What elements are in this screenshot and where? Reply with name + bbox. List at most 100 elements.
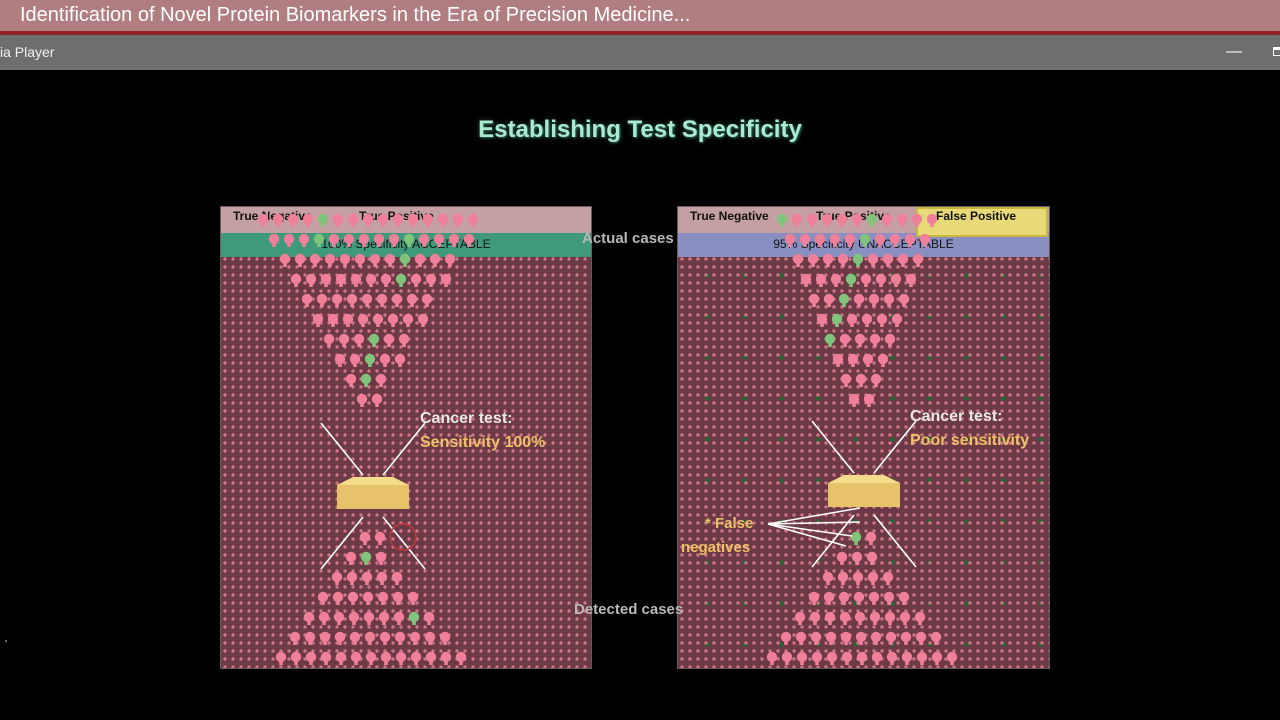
person-marker <box>869 333 881 347</box>
person-marker <box>824 611 836 625</box>
person-marker <box>345 551 357 565</box>
person-marker <box>832 353 844 367</box>
person-marker <box>356 393 368 407</box>
person-marker <box>823 591 835 605</box>
person-marker <box>808 293 820 307</box>
person-marker <box>860 273 872 287</box>
person-marker <box>837 253 849 267</box>
person-marker <box>324 253 336 267</box>
player-bar: ia Player — <box>0 35 1280 70</box>
person-marker <box>395 651 407 665</box>
person-marker <box>360 373 372 387</box>
left-test-title: Cancer test: <box>420 410 513 427</box>
right-panel: True Negative True Positive False Positi… <box>677 206 1050 669</box>
person-marker <box>881 213 893 227</box>
person-marker <box>289 631 301 645</box>
person-marker <box>891 313 903 327</box>
person-marker <box>425 273 437 287</box>
person-marker <box>332 591 344 605</box>
person-marker <box>338 333 350 347</box>
person-marker <box>868 293 880 307</box>
maximize-button[interactable] <box>1266 41 1280 63</box>
person-marker <box>911 213 923 227</box>
person-marker <box>946 651 958 665</box>
person-marker <box>363 611 375 625</box>
person-marker <box>885 631 897 645</box>
person-marker <box>287 213 299 227</box>
person-marker <box>839 611 851 625</box>
person-marker <box>407 591 419 605</box>
person-marker <box>407 213 419 227</box>
person-marker <box>439 631 451 645</box>
maximize-icon <box>1273 47 1280 57</box>
person-marker <box>855 631 867 645</box>
person-marker <box>305 651 317 665</box>
person-marker <box>866 213 878 227</box>
person-marker <box>272 213 284 227</box>
person-marker <box>452 213 464 227</box>
person-marker <box>301 293 313 307</box>
person-marker <box>257 213 269 227</box>
false-negatives-line-2: negatives <box>681 539 751 556</box>
titlebar-divider <box>0 31 1280 35</box>
minimize-button[interactable]: — <box>1222 41 1246 63</box>
person-marker <box>387 313 399 327</box>
person-marker <box>809 611 821 625</box>
person-marker <box>354 253 366 267</box>
person-marker <box>304 631 316 645</box>
person-marker <box>417 313 429 327</box>
person-marker <box>365 651 377 665</box>
person-marker <box>854 333 866 347</box>
person-marker <box>829 233 841 247</box>
person-marker <box>898 293 910 307</box>
person-marker <box>851 551 863 565</box>
person-marker <box>884 333 896 347</box>
person-marker <box>279 253 291 267</box>
person-marker <box>394 353 406 367</box>
person-marker <box>335 651 347 665</box>
person-marker <box>414 253 426 267</box>
person-marker <box>343 233 355 247</box>
person-marker <box>900 631 912 645</box>
person-marker <box>866 551 878 565</box>
person-marker <box>376 293 388 307</box>
false-negatives-pointers <box>767 507 861 547</box>
person-marker <box>863 393 875 407</box>
person-marker <box>391 293 403 307</box>
person-marker <box>823 293 835 307</box>
person-marker <box>807 253 819 267</box>
person-marker <box>444 253 456 267</box>
detected-cases-label: Detected cases <box>574 601 684 618</box>
person-marker <box>424 631 436 645</box>
funnel-line <box>382 422 426 476</box>
person-marker <box>780 631 792 645</box>
person-marker <box>814 233 826 247</box>
person-marker <box>339 253 351 267</box>
person-marker <box>852 253 864 267</box>
person-marker <box>808 591 820 605</box>
person-marker <box>926 213 938 227</box>
person-marker <box>348 611 360 625</box>
person-marker <box>317 591 329 605</box>
person-marker <box>317 213 329 227</box>
person-marker <box>838 293 850 307</box>
person-marker <box>378 611 390 625</box>
person-marker <box>766 651 778 665</box>
person-marker <box>372 313 384 327</box>
person-marker <box>410 651 422 665</box>
person-marker <box>822 253 834 267</box>
person-marker <box>399 253 411 267</box>
person-marker <box>361 293 373 307</box>
false-negatives-line-1: * False <box>705 515 754 532</box>
person-marker <box>379 353 391 367</box>
video-area[interactable]: Establishing Test Specificity True Negat… <box>0 70 1280 720</box>
person-marker <box>332 213 344 227</box>
person-marker <box>855 373 867 387</box>
person-marker <box>838 591 850 605</box>
person-marker <box>334 631 346 645</box>
person-marker <box>395 273 407 287</box>
person-marker <box>861 313 873 327</box>
person-marker <box>368 333 380 347</box>
person-marker <box>374 531 386 545</box>
person-marker <box>781 651 793 665</box>
